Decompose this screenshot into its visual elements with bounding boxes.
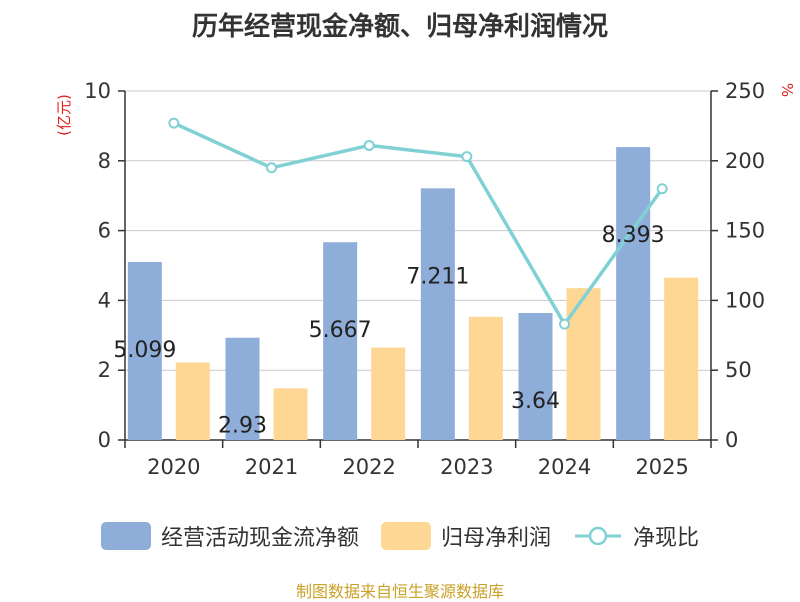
bar-operating-cashflow [127, 262, 162, 440]
y2-tick-label: 0 [725, 428, 738, 452]
bar-operating-cashflow [518, 312, 553, 440]
bar-net-profit [273, 388, 308, 440]
legend-item-net-profit[interactable]: 归母净利润 [380, 520, 551, 552]
legend-swatch-bar1 [100, 522, 151, 550]
x-tick-label: 2021 [245, 455, 298, 479]
x-tick-label: 2022 [342, 455, 395, 479]
x-tick-label: 2023 [440, 455, 493, 479]
bar-operating-cashflow [616, 147, 651, 441]
bar-operating-cashflow [323, 242, 358, 440]
line-point-cash-ratio [559, 318, 570, 330]
y2-tick-label: 250 [725, 79, 765, 103]
data-label-operating-cashflow: 3.64 [511, 389, 560, 414]
line-point-cash-ratio [656, 183, 668, 195]
chart-title: 历年经营现金净额、归母净利润情况 [191, 12, 608, 42]
y-axis-title: (亿元) [55, 94, 73, 136]
data-label-operating-cashflow: 2.93 [218, 414, 267, 439]
bar-net-profit [175, 362, 210, 440]
line-point-cash-ratio [168, 117, 180, 129]
y2-tick-label: 100 [725, 288, 765, 312]
line-point-cash-ratio [266, 162, 277, 174]
y-tick-label: 0 [98, 428, 111, 452]
line-point-cash-ratio [461, 151, 473, 163]
legend-label-cash-ratio: 净现比 [633, 526, 700, 551]
y2-axis-title: % [778, 83, 796, 97]
data-label-operating-cashflow: 5.099 [113, 338, 176, 363]
data-label-operating-cashflow: 8.393 [602, 223, 665, 248]
bar-net-profit [371, 347, 406, 440]
bar-net-profit [468, 316, 503, 440]
y-tick-label: 2 [98, 358, 111, 382]
x-tick-label: 2025 [635, 455, 688, 479]
y-tick-label: 6 [98, 219, 111, 243]
bar-operating-cashflow [420, 188, 455, 440]
y2-tick-label: 200 [725, 149, 765, 173]
legend-line-marker-icon [575, 526, 621, 546]
legend-item-cash-ratio[interactable]: 净现比 [573, 520, 699, 552]
legend-label-net-profit: 归母净利润 [440, 526, 551, 551]
data-label-operating-cashflow: 5.667 [309, 318, 372, 343]
y2-tick-label: 150 [725, 219, 765, 243]
bar-operating-cashflow [225, 337, 260, 440]
legend-label-operating-cashflow: 经营活动现金流净额 [160, 526, 359, 551]
y-tick-label: 10 [84, 79, 111, 103]
x-tick-label: 2024 [538, 455, 591, 479]
line-cash-ratio [173, 121, 664, 328]
y2-tick-label: 50 [725, 358, 752, 382]
line-point-cash-ratio [363, 139, 375, 151]
legend-swatch-bar2 [380, 522, 431, 550]
y-tick-label: 8 [98, 149, 111, 173]
bar-net-profit [566, 288, 601, 440]
y-tick-label: 4 [98, 288, 111, 312]
legend: 经营活动现金流净额 归母净利润 净现比 [0, 517, 800, 555]
source-footer: 制图数据来自恒生聚源数据库 [295, 582, 504, 601]
x-tick-label: 2020 [147, 455, 200, 479]
data-label-operating-cashflow: 7.211 [406, 264, 469, 289]
bar-net-profit [664, 277, 699, 440]
legend-item-operating-cashflow[interactable]: 经营活动现金流净额 [100, 520, 359, 552]
